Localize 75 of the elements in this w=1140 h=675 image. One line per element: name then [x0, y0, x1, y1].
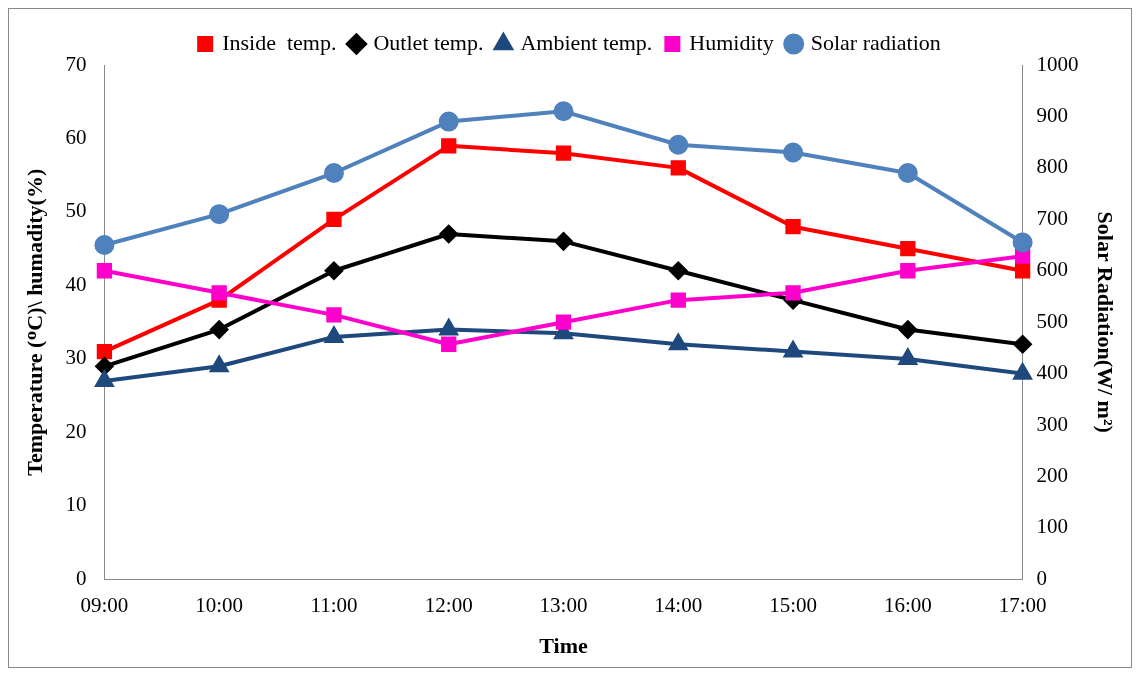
y-tick-label: 10 — [65, 492, 87, 517]
y-tick-label: 30 — [65, 345, 87, 370]
point — [1012, 232, 1033, 253]
point — [669, 261, 688, 280]
point — [785, 219, 801, 235]
point — [441, 336, 457, 352]
y2-tick-label: 500 — [1036, 308, 1069, 333]
y2-tick-label: 200 — [1036, 463, 1069, 488]
point — [1013, 363, 1032, 380]
point — [95, 370, 114, 387]
x-tick-label: 13:00 — [539, 592, 588, 617]
y2-tick-label: 400 — [1036, 360, 1069, 385]
x-tick-label: 10:00 — [195, 592, 244, 617]
point — [326, 307, 342, 323]
point — [670, 160, 686, 176]
point — [96, 343, 113, 360]
point — [668, 134, 689, 155]
point — [669, 334, 688, 351]
point — [1013, 335, 1032, 354]
legend-label: Inside temp. — [222, 29, 337, 55]
point — [1014, 263, 1031, 279]
point — [323, 163, 344, 184]
legend-label: Humidity — [689, 29, 774, 55]
point — [326, 211, 342, 227]
y-tick-label: 20 — [65, 418, 87, 443]
point — [783, 142, 804, 163]
x-tick-label: 16:00 — [883, 592, 932, 617]
legend-label: Ambient temp. — [520, 29, 653, 55]
y2-tick-label: 0 — [1036, 565, 1048, 590]
y2-tick-label: 600 — [1036, 257, 1069, 282]
x-tick-label: 15:00 — [769, 592, 817, 617]
x-tick-label: 14:00 — [654, 592, 703, 617]
y2-tick-label: 100 — [1036, 514, 1069, 539]
x-tick-label: 09:00 — [80, 592, 129, 617]
y2-axis-title: Solar Radiation(W/ m²) — [1093, 211, 1119, 433]
y2-tick-label: 700 — [1036, 205, 1069, 230]
x-axis-title: Time — [539, 633, 588, 659]
point — [325, 326, 343, 343]
y2-tick-label: 300 — [1036, 411, 1069, 436]
legend-label: Outlet temp. — [373, 29, 484, 55]
y-tick-label: 60 — [65, 125, 87, 149]
y-tick-label: 50 — [65, 198, 87, 223]
point — [785, 285, 801, 301]
y2-tick-label: 900 — [1036, 102, 1069, 127]
point — [898, 348, 917, 365]
point — [900, 263, 916, 279]
point — [210, 320, 229, 339]
point — [210, 356, 229, 373]
y2-tick-label: 1000 — [1036, 51, 1079, 76]
point — [554, 232, 573, 251]
y-tick-label: 70 — [65, 51, 87, 76]
x-tick-label: 17:00 — [998, 592, 1047, 617]
point — [95, 357, 114, 376]
y-tick-label: 40 — [65, 271, 87, 296]
y-tick-label: 0 — [75, 565, 87, 590]
legend-label: Solar radiation — [810, 29, 941, 55]
point — [897, 163, 918, 184]
point — [555, 314, 572, 330]
point — [438, 111, 459, 132]
point — [211, 285, 227, 301]
point — [324, 261, 343, 280]
y2-tick-label: 800 — [1036, 154, 1069, 179]
point — [553, 101, 574, 122]
point — [898, 320, 917, 339]
point — [439, 225, 458, 244]
point — [900, 241, 916, 257]
point — [94, 235, 115, 256]
point — [96, 263, 113, 279]
point — [209, 204, 230, 225]
point — [441, 138, 457, 154]
y-axis-title: Temperature (ᴼC)\ humadity(%) — [21, 168, 47, 476]
x-tick-label: 11:00 — [310, 592, 358, 617]
x-tick-label: 12:00 — [424, 592, 473, 617]
point — [555, 145, 572, 161]
point — [670, 292, 686, 308]
